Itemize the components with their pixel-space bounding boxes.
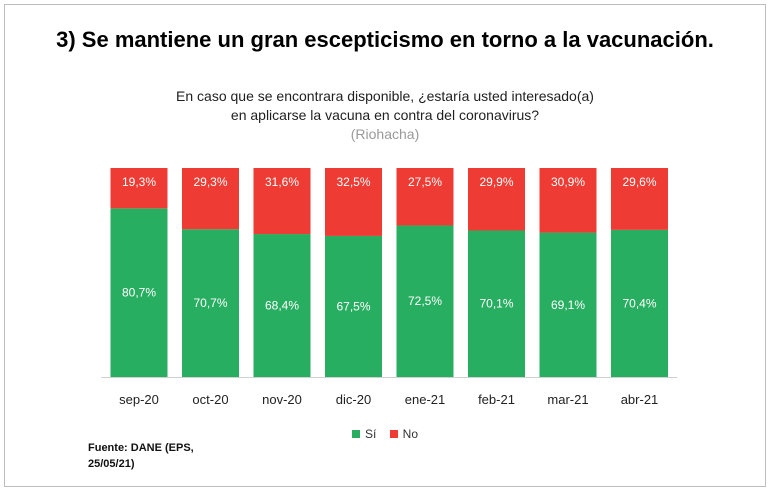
label-no-nov-20: 31,6%: [265, 175, 299, 189]
bar-no-oct-20: [182, 168, 239, 230]
label-no-abr-21: 29,6%: [622, 175, 656, 189]
tick-label-dic-20: dic-20: [336, 392, 371, 407]
label-no-feb-21: 29,9%: [479, 175, 513, 189]
label-no-dic-20: 32,5%: [336, 175, 370, 189]
legend-label-no: No: [402, 427, 419, 441]
tick-label-oct-20: oct-20: [192, 392, 228, 407]
tick-label-sep-20: sep-20: [119, 392, 159, 407]
tick-label-feb-21: feb-21: [478, 392, 515, 407]
bar-si-feb-21: [468, 230, 525, 377]
bar-si-sep-20: [110, 208, 168, 377]
label-si-dic-20: 67,5%: [336, 299, 370, 313]
bar-no-feb-21: [468, 168, 525, 231]
tick-label-abr-21: abr-21: [621, 392, 659, 407]
bar-no-ene-21: [396, 168, 454, 226]
label-si-oct-20: 70,7%: [193, 296, 227, 310]
bar-si-ene-21: [396, 225, 454, 377]
bar-si-mar-21: [539, 232, 597, 377]
label-no-ene-21: 27,5%: [408, 175, 442, 189]
legend-item-no: No: [389, 427, 419, 441]
chart-frame: 3) Se mantiene un gran escepticismo en t…: [4, 4, 766, 487]
label-si-abr-21: 70,4%: [622, 296, 656, 310]
chart-question: En caso que se encontrara disponible, ¿e…: [5, 87, 765, 144]
legend-label-si: Sí: [364, 427, 377, 441]
label-no-oct-20: 29,3%: [193, 175, 227, 189]
legend-item-si: Sí: [351, 427, 377, 441]
tick-label-nov-20: nov-20: [262, 392, 302, 407]
chart-legend: Sí No: [5, 427, 765, 441]
label-si-feb-21: 70,1%: [479, 297, 513, 311]
label-si-nov-20: 68,4%: [265, 299, 299, 313]
bar-no-abr-21: [611, 168, 668, 230]
question-line-2: en aplicarse la vacuna en contra del cor…: [230, 107, 540, 123]
bar-no-mar-21: [539, 168, 597, 233]
label-si-sep-20: 80,7%: [122, 286, 156, 300]
source-note: Fuente: DANE (EPS, 25/05/21): [88, 442, 194, 470]
page-heading: 3) Se mantiene un gran escepticismo en t…: [56, 27, 714, 52]
tick-label-ene-21: ene-21: [405, 392, 445, 407]
stacked-bar-chart: 80,7% 19,3% sep-20 70,7% 29,3% oct-20 68,4% 31,…: [101, 168, 678, 407]
bar-si-abr-21: [611, 229, 668, 377]
bar-no-nov-20: [253, 168, 311, 235]
label-no-mar-21: 30,9%: [551, 175, 585, 189]
label-no-sep-20: 19,3%: [122, 175, 156, 189]
bar-si-nov-20: [253, 234, 311, 377]
location-label: (Riohacha): [350, 126, 420, 142]
label-si-ene-21: 72,5%: [408, 294, 442, 308]
question-line-1: En caso que se encontrara disponible, ¿e…: [176, 88, 594, 104]
legend-swatch-si: [351, 430, 360, 438]
bar-no-sep-20: [110, 168, 168, 209]
tick-label-mar-21: mar-21: [547, 392, 588, 407]
bar-no-dic-20: [325, 168, 382, 236]
bar-si-oct-20: [182, 229, 239, 377]
label-si-mar-21: 69,1%: [551, 298, 585, 312]
bar-si-dic-20: [325, 235, 382, 377]
legend-swatch-no: [389, 430, 398, 438]
